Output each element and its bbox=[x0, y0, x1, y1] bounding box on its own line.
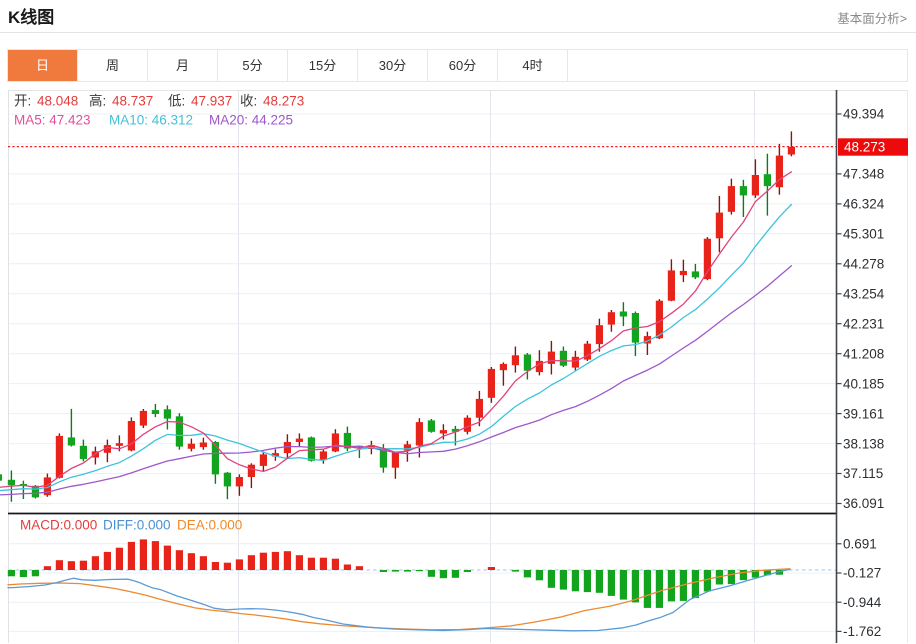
svg-text:46.324: 46.324 bbox=[843, 197, 885, 212]
svg-text:DIFF:0.000: DIFF:0.000 bbox=[103, 518, 171, 533]
svg-text:37.115: 37.115 bbox=[843, 466, 883, 481]
svg-text:48.273: 48.273 bbox=[263, 93, 304, 108]
svg-text:0.691: 0.691 bbox=[843, 537, 877, 552]
svg-text:-0.127: -0.127 bbox=[843, 566, 881, 581]
svg-text:49.394: 49.394 bbox=[843, 107, 885, 122]
svg-text:高:: 高: bbox=[89, 92, 106, 108]
svg-text:DEA:0.000: DEA:0.000 bbox=[177, 518, 242, 533]
svg-text:47.937: 47.937 bbox=[191, 93, 232, 108]
svg-text:低:: 低: bbox=[168, 93, 185, 108]
svg-text:MA5: 47.423: MA5: 47.423 bbox=[14, 112, 91, 127]
svg-text:48.737: 48.737 bbox=[112, 93, 153, 108]
svg-text:45.301: 45.301 bbox=[843, 227, 884, 242]
svg-text:-1.762: -1.762 bbox=[843, 624, 881, 639]
svg-text:48.048: 48.048 bbox=[37, 93, 78, 108]
svg-text:41.208: 41.208 bbox=[843, 346, 884, 361]
svg-text:-0.944: -0.944 bbox=[843, 595, 882, 610]
svg-text:36.091: 36.091 bbox=[843, 496, 884, 511]
svg-text:收:: 收: bbox=[240, 93, 257, 108]
svg-text:MA10: 46.312: MA10: 46.312 bbox=[109, 112, 193, 127]
svg-text:48.273: 48.273 bbox=[844, 140, 885, 155]
svg-text:开:: 开: bbox=[14, 93, 31, 108]
svg-text:MACD:0.000: MACD:0.000 bbox=[20, 518, 97, 533]
svg-text:40.185: 40.185 bbox=[843, 376, 884, 391]
svg-text:MA20: 44.225: MA20: 44.225 bbox=[209, 112, 293, 127]
svg-text:47.348: 47.348 bbox=[843, 167, 884, 182]
svg-text:39.161: 39.161 bbox=[843, 406, 884, 421]
svg-text:42.231: 42.231 bbox=[843, 316, 884, 331]
svg-text:38.138: 38.138 bbox=[843, 436, 884, 451]
svg-text:44.278: 44.278 bbox=[843, 257, 884, 272]
svg-text:43.254: 43.254 bbox=[843, 287, 885, 302]
